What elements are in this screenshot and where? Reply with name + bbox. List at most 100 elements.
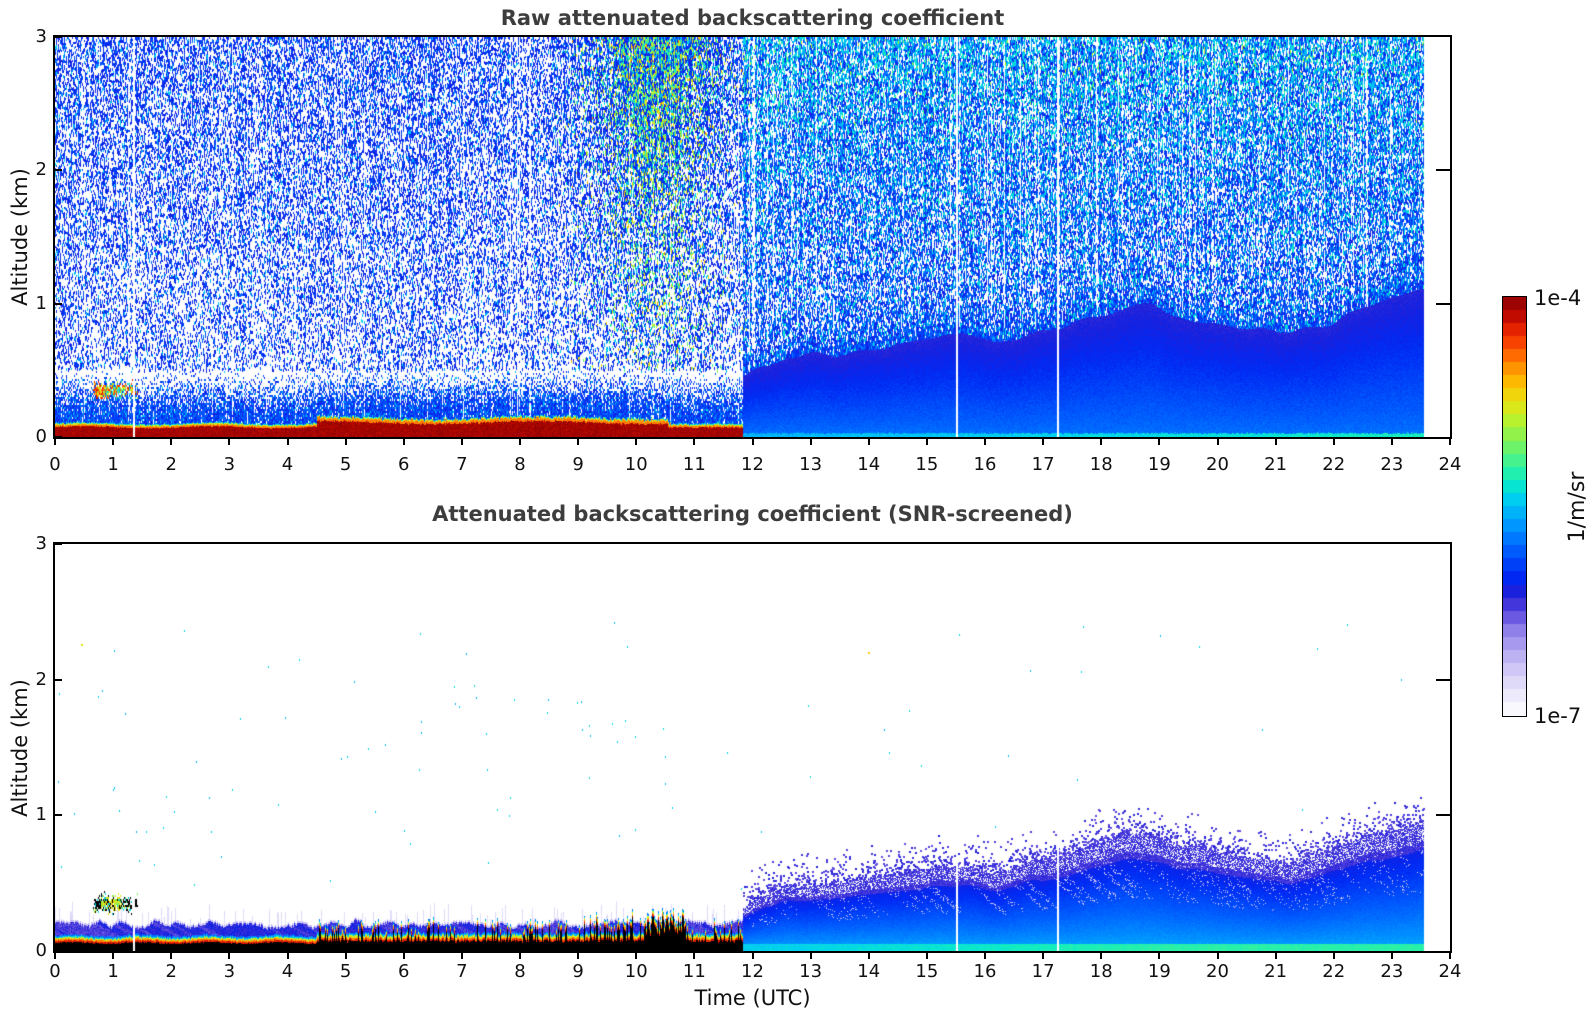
- x-tick-label: 18: [1089, 454, 1113, 475]
- x-tick-label: 15: [915, 454, 939, 475]
- y-tick-mark-right: [1436, 302, 1450, 305]
- x-tick-label: 24: [1438, 961, 1462, 982]
- x-tick-label: 7: [456, 961, 468, 982]
- x-tick-mark: [925, 439, 928, 445]
- x-tick-label: 6: [398, 961, 410, 982]
- x-tick-label: 12: [741, 961, 764, 982]
- x-tick-mark: [1100, 439, 1103, 445]
- x-tick-label: 19: [1147, 454, 1171, 475]
- x-tick-label: 4: [281, 454, 294, 475]
- x-tick-mark: [460, 439, 463, 445]
- x-tick-label: 16: [973, 454, 997, 475]
- x-tick-label: 10: [624, 961, 648, 982]
- x-tick-mark: [984, 439, 986, 445]
- x-tick-mark: [809, 953, 812, 959]
- x-tick-mark: [1274, 953, 1277, 959]
- y-tick-mark: [55, 436, 62, 438]
- x-tick-mark: [577, 439, 580, 445]
- x-tick-label: 13: [799, 961, 823, 982]
- x-tick-mark: [1158, 953, 1161, 959]
- x-tick-label: 10: [624, 454, 648, 475]
- x-tick-mark: [170, 953, 173, 959]
- x-tick-mark: [1042, 953, 1045, 959]
- x-tick-label: 3: [223, 454, 236, 475]
- screened-backscatter-heatmap: [55, 544, 1450, 951]
- x-tick-mark: [344, 439, 347, 445]
- x-tick-mark: [1216, 953, 1219, 959]
- colorbar: [1503, 297, 1526, 716]
- y-tick-label: 1: [35, 804, 47, 826]
- x-tick-label: 2: [165, 454, 177, 475]
- y-tick-label: 0: [35, 426, 47, 447]
- y-tick-label: 2: [35, 159, 47, 181]
- x-tick-label: 5: [339, 961, 352, 982]
- x-tick-mark: [1274, 439, 1277, 445]
- x-tick-mark: [286, 439, 289, 445]
- x-tick-mark: [925, 953, 928, 959]
- x-tick-label: 11: [682, 961, 706, 982]
- x-tick-mark: [519, 439, 521, 445]
- x-tick-label: 20: [1206, 454, 1229, 475]
- x-tick-label: 1: [107, 454, 119, 475]
- x-tick-label: 9: [572, 961, 584, 982]
- x-tick-mark: [112, 439, 115, 445]
- x-tick-label: 21: [1264, 961, 1288, 982]
- y-tick-mark: [55, 302, 62, 305]
- x-tick-mark: [1390, 439, 1393, 445]
- x-tick-mark: [809, 439, 812, 445]
- x-tick-mark: [1449, 439, 1451, 445]
- x-tick-label: 7: [456, 454, 468, 475]
- y-tick-label: 3: [35, 26, 47, 47]
- x-tick-mark: [1390, 953, 1393, 959]
- x-tick-label: 16: [973, 961, 997, 982]
- x-tick-mark: [344, 953, 347, 959]
- y-tick-label: 2: [35, 668, 47, 690]
- x-tick-mark: [1100, 953, 1103, 959]
- x-tick-label: 6: [398, 454, 410, 475]
- x-tick-mark: [693, 439, 696, 445]
- panel-screened-ylabel: Altitude (km): [8, 678, 32, 817]
- y-tick-mark: [55, 36, 62, 38]
- x-tick-mark: [751, 953, 754, 959]
- x-tick-mark: [460, 953, 463, 959]
- x-tick-label: 0: [49, 454, 61, 475]
- x-tick-label: 12: [741, 454, 764, 475]
- y-tick-label: 0: [35, 940, 47, 961]
- x-tick-mark: [228, 439, 231, 445]
- x-tick-mark: [1332, 953, 1335, 959]
- x-tick-label: 17: [1031, 454, 1055, 475]
- y-tick-mark-right: [1436, 814, 1450, 817]
- x-tick-label: 15: [915, 961, 939, 982]
- colorbar-unit-label: 1/m/sr: [1565, 471, 1590, 542]
- x-tick-label: 18: [1089, 961, 1113, 982]
- x-tick-label: 11: [682, 454, 706, 475]
- x-tick-mark: [693, 953, 696, 959]
- x-tick-label: 3: [223, 961, 236, 982]
- x-tick-mark: [54, 439, 56, 445]
- x-tick-label: 5: [339, 454, 352, 475]
- x-tick-label: 14: [857, 454, 881, 475]
- x-tick-mark: [1042, 439, 1045, 445]
- x-tick-mark: [635, 439, 638, 445]
- x-tick-label: 13: [799, 454, 823, 475]
- x-tick-label: 22: [1322, 454, 1346, 475]
- x-tick-label: 0: [49, 961, 61, 982]
- y-tick-mark: [55, 169, 62, 172]
- y-tick-mark: [55, 950, 62, 952]
- x-tick-label: 19: [1147, 961, 1171, 982]
- y-tick-mark: [55, 678, 62, 681]
- y-tick-mark: [55, 543, 62, 545]
- panel-raw-title: Raw attenuated backscattering coefficien…: [500, 6, 1005, 30]
- x-tick-mark: [170, 439, 173, 445]
- x-tick-mark: [54, 953, 56, 959]
- x-axis-label: Time (UTC): [694, 986, 811, 1010]
- x-tick-mark: [286, 953, 289, 959]
- x-tick-mark: [751, 439, 754, 445]
- x-tick-label: 14: [857, 961, 881, 982]
- y-tick-label: 3: [35, 533, 47, 554]
- x-tick-mark: [112, 953, 115, 959]
- colorbar-max-label: 1e-4: [1534, 286, 1582, 310]
- x-tick-mark: [402, 953, 405, 959]
- x-tick-mark: [228, 953, 231, 959]
